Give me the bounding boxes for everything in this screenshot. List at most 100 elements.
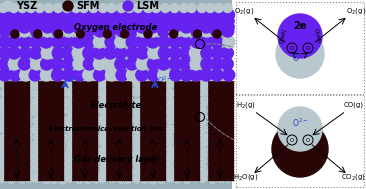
Circle shape bbox=[127, 21, 139, 33]
Circle shape bbox=[91, 146, 99, 154]
Circle shape bbox=[141, 140, 149, 148]
Circle shape bbox=[33, 140, 41, 148]
Circle shape bbox=[73, 79, 82, 88]
Circle shape bbox=[76, 30, 85, 38]
Circle shape bbox=[51, 108, 59, 117]
Circle shape bbox=[74, 98, 83, 107]
Circle shape bbox=[201, 15, 213, 27]
Circle shape bbox=[100, 163, 108, 171]
Circle shape bbox=[59, 81, 68, 90]
Circle shape bbox=[124, 115, 133, 124]
Circle shape bbox=[141, 81, 150, 90]
Circle shape bbox=[91, 170, 98, 178]
Circle shape bbox=[207, 125, 216, 134]
Circle shape bbox=[7, 99, 16, 108]
Circle shape bbox=[19, 21, 31, 33]
Circle shape bbox=[107, 115, 116, 124]
Circle shape bbox=[98, 133, 106, 141]
Circle shape bbox=[57, 123, 66, 132]
Bar bbox=[38, 81, 64, 181]
Circle shape bbox=[59, 117, 68, 126]
Circle shape bbox=[214, 98, 224, 107]
Bar bbox=[174, 81, 200, 181]
Circle shape bbox=[108, 158, 116, 166]
Circle shape bbox=[11, 30, 19, 38]
Circle shape bbox=[127, 47, 139, 59]
Circle shape bbox=[25, 79, 34, 88]
Circle shape bbox=[156, 151, 164, 159]
Circle shape bbox=[41, 25, 53, 37]
Circle shape bbox=[137, 15, 149, 27]
Circle shape bbox=[33, 163, 41, 171]
Circle shape bbox=[217, 163, 225, 171]
Circle shape bbox=[49, 98, 59, 107]
Circle shape bbox=[179, 9, 191, 21]
Circle shape bbox=[182, 105, 191, 114]
Circle shape bbox=[26, 4, 36, 12]
Circle shape bbox=[198, 169, 206, 177]
Circle shape bbox=[109, 175, 117, 183]
Circle shape bbox=[75, 115, 84, 125]
Text: O: O bbox=[290, 46, 294, 50]
Text: O$^{2-}$: O$^{2-}$ bbox=[292, 52, 308, 64]
Circle shape bbox=[116, 108, 125, 116]
Circle shape bbox=[190, 9, 201, 21]
Circle shape bbox=[149, 169, 157, 177]
Circle shape bbox=[133, 99, 142, 108]
Circle shape bbox=[124, 144, 132, 152]
Circle shape bbox=[201, 47, 213, 59]
Circle shape bbox=[134, 133, 142, 141]
Circle shape bbox=[180, 69, 192, 81]
Circle shape bbox=[192, 107, 201, 116]
Circle shape bbox=[144, 30, 152, 38]
Circle shape bbox=[98, 174, 107, 183]
Circle shape bbox=[223, 88, 231, 97]
Circle shape bbox=[198, 157, 206, 165]
Text: Gas delivery layer: Gas delivery layer bbox=[74, 154, 158, 163]
Circle shape bbox=[103, 30, 111, 38]
Circle shape bbox=[15, 151, 23, 159]
Circle shape bbox=[223, 4, 232, 12]
Circle shape bbox=[183, 152, 191, 160]
Circle shape bbox=[20, 69, 32, 81]
Circle shape bbox=[183, 140, 191, 148]
Bar bbox=[0, 0, 232, 189]
Circle shape bbox=[147, 36, 159, 48]
Circle shape bbox=[83, 36, 95, 48]
Text: O$_2$(g): O$_2$(g) bbox=[346, 5, 366, 15]
Circle shape bbox=[82, 25, 94, 37]
Circle shape bbox=[59, 168, 67, 176]
Circle shape bbox=[125, 4, 134, 12]
Circle shape bbox=[40, 15, 52, 27]
Bar bbox=[174, 81, 200, 181]
Circle shape bbox=[182, 144, 190, 152]
Circle shape bbox=[107, 144, 115, 152]
Circle shape bbox=[0, 9, 10, 21]
Circle shape bbox=[107, 150, 115, 158]
Text: O(ad): O(ad) bbox=[279, 28, 287, 44]
Circle shape bbox=[183, 170, 191, 178]
Circle shape bbox=[156, 106, 165, 115]
Circle shape bbox=[58, 98, 67, 108]
Circle shape bbox=[181, 116, 190, 125]
Circle shape bbox=[32, 125, 41, 133]
Circle shape bbox=[167, 152, 175, 160]
Circle shape bbox=[43, 157, 51, 165]
Circle shape bbox=[124, 151, 132, 159]
Circle shape bbox=[25, 174, 33, 183]
Circle shape bbox=[52, 69, 64, 81]
Circle shape bbox=[8, 151, 15, 159]
Circle shape bbox=[94, 69, 105, 81]
Circle shape bbox=[42, 21, 53, 33]
Circle shape bbox=[217, 175, 225, 183]
Circle shape bbox=[198, 146, 206, 154]
Circle shape bbox=[115, 157, 123, 165]
Circle shape bbox=[140, 163, 148, 171]
Circle shape bbox=[187, 4, 196, 12]
Circle shape bbox=[136, 36, 148, 48]
Circle shape bbox=[223, 158, 231, 166]
Bar bbox=[140, 81, 166, 181]
Circle shape bbox=[117, 150, 125, 158]
Circle shape bbox=[166, 115, 175, 124]
Circle shape bbox=[61, 47, 74, 59]
